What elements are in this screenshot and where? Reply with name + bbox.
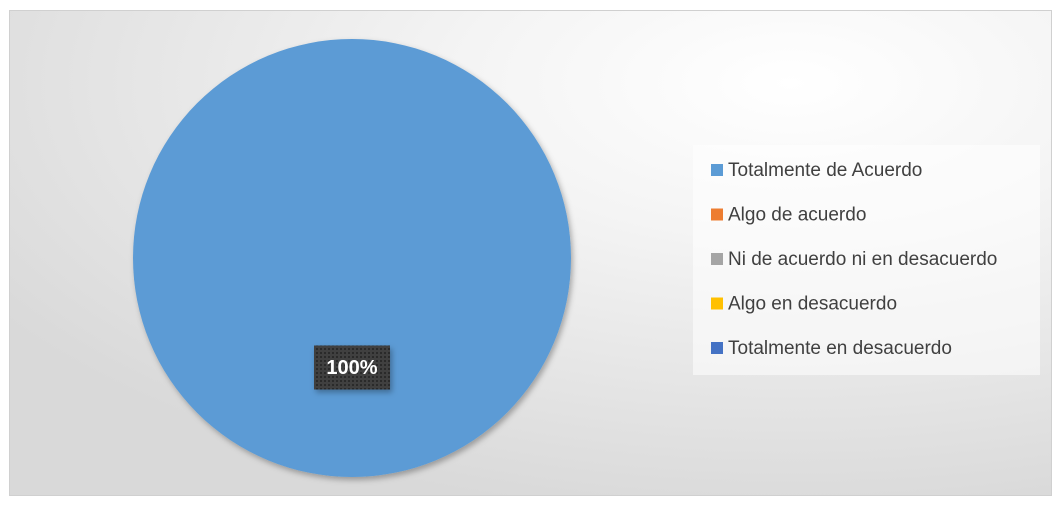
data-label: 100% xyxy=(326,357,377,379)
data-label-box xyxy=(314,345,390,390)
legend-label: Totalmente de Acuerdo xyxy=(728,160,922,181)
legend-label: Algo de acuerdo xyxy=(728,205,866,226)
legend-label: Algo en desacuerdo xyxy=(728,294,897,315)
legend-swatch xyxy=(711,253,723,265)
legend-box xyxy=(693,145,1040,375)
legend-label: Ni de acuerdo ni en desacuerdo xyxy=(728,249,997,270)
pie-slice xyxy=(133,39,571,477)
pie xyxy=(133,39,571,477)
legend-swatch xyxy=(711,297,723,310)
legend-swatch xyxy=(711,342,723,354)
legend-swatch xyxy=(711,208,723,221)
legend-label: Totalmente en desacuerdo xyxy=(728,338,952,359)
legend-swatch xyxy=(711,164,723,176)
